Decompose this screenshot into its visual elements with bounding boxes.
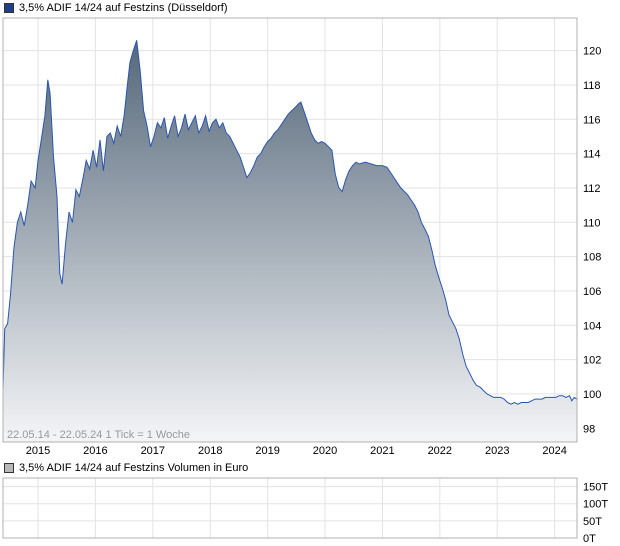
- volume-legend: 3,5% ADIF 14/24 auf Festzins Volumen in …: [4, 461, 248, 475]
- price-x-tick-label: 2015: [26, 445, 50, 457]
- price-y-tick-label: 114: [583, 149, 601, 161]
- price-x-tick-label: 2023: [485, 445, 509, 457]
- price-x-tick-label: 2021: [370, 445, 394, 457]
- volume-grid: [3, 478, 577, 539]
- price-area: [3, 40, 577, 443]
- price-legend-swatch: [4, 3, 14, 13]
- price-x-tick-label: 2018: [198, 445, 222, 457]
- volume-y-axis: 0T 50T 100T 150T: [583, 482, 608, 545]
- price-line: [2, 40, 578, 405]
- price-y-tick-label: 116: [583, 114, 601, 126]
- price-x-tick-label: 2019: [255, 445, 279, 457]
- volume-legend-label: 3,5% ADIF 14/24 auf Festzins Volumen in …: [19, 462, 249, 474]
- price-y-tick-label: 120: [583, 46, 601, 58]
- price-y-tick-label: 110: [583, 217, 601, 229]
- volume-panel-frame: [2, 477, 578, 539]
- period-label: 22.05.14 - 22.05.24 1 Tick = 1 Woche: [7, 429, 190, 441]
- price-x-tick-label: 2024: [542, 445, 566, 457]
- volume-legend-swatch: [4, 463, 14, 473]
- price-panel-frame: [2, 17, 578, 443]
- price-y-tick-label: 118: [583, 80, 601, 92]
- price-y-tick-label: 102: [583, 355, 601, 367]
- price-x-axis: 2015 2016 2017 2018 2019 2020 2021 2022 2023 2024: [26, 445, 567, 457]
- price-y-tick-label: 106: [583, 286, 601, 298]
- volume-y-tick-label: 150T: [583, 482, 608, 494]
- price-y-tick-label: 112: [583, 183, 601, 195]
- price-legend: 3,5% ADIF 14/24 auf Festzins (Düsseldorf…: [4, 1, 227, 15]
- volume-y-tick-label: 0T: [583, 533, 596, 545]
- price-x-tick-label: 2017: [141, 445, 165, 457]
- price-y-tick-label: 100: [583, 389, 601, 401]
- price-legend-label: 3,5% ADIF 14/24 auf Festzins (Düsseldorf…: [19, 2, 228, 14]
- price-x-tick-label: 2016: [83, 445, 107, 457]
- price-y-tick-label: 108: [583, 252, 601, 264]
- price-y-tick-label: 104: [583, 320, 601, 332]
- volume-y-tick-label: 100T: [583, 499, 608, 511]
- price-x-tick-label: 2020: [313, 445, 337, 457]
- volume-y-tick-label: 50T: [583, 516, 602, 528]
- price-y-tick-label: 98: [583, 423, 595, 435]
- price-x-tick-label: 2022: [428, 445, 452, 457]
- price-y-axis: 98 100 102 104 106 108 110 112 114 116 118 120: [583, 46, 601, 436]
